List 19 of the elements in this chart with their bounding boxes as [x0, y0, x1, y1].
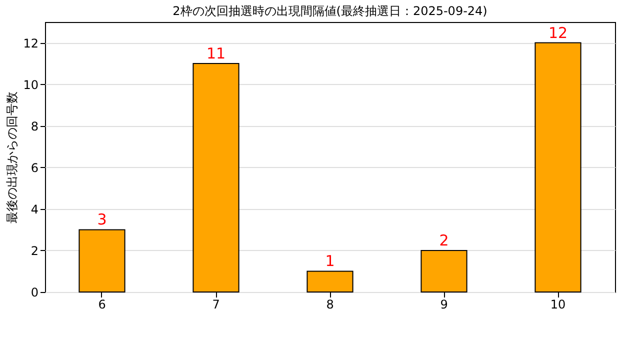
x-tick-label: 10: [550, 298, 566, 312]
data-label: 12: [548, 24, 568, 42]
y-tick-label: 2: [30, 244, 38, 258]
data-label: 2: [439, 231, 449, 250]
data-label: 1: [325, 252, 335, 270]
x-tick-label: 6: [98, 298, 106, 312]
x-tick-label: 7: [212, 298, 220, 312]
y-tick-label: 4: [30, 202, 38, 216]
y-tick-label: 6: [30, 160, 38, 175]
data-label: 11: [206, 44, 226, 63]
chart-title: 2枠の次回抽選時の出現間隔値(最終抽選日：2025-09-24): [172, 4, 488, 18]
y-tick-label: 8: [30, 119, 38, 134]
y-tick-label: 10: [23, 78, 38, 92]
data-label: 3: [97, 210, 107, 229]
y-axis-title: 最後の出現からの回号数: [5, 92, 20, 224]
y-tick-label: 0: [30, 286, 38, 300]
y-tick-label: 12: [23, 36, 38, 50]
x-tick-label: 9: [440, 298, 448, 312]
x-tick-label: 8: [326, 298, 334, 312]
